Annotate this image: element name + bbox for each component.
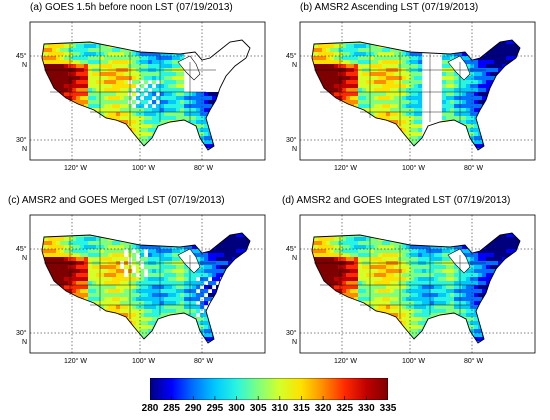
colorbar-tick-label: 300: [228, 403, 245, 414]
lat-label: 30°: [16, 136, 27, 144]
lat-hemisphere-label: N: [22, 146, 27, 153]
lat-hemisphere-label: N: [292, 339, 297, 346]
lon-label: 120° W: [64, 164, 87, 172]
map-frame: 45° N 30° N 120° W 100° W 80° W: [16, 21, 266, 172]
map-panel-b: (b) AMSR2 Ascending LST (07/19/2013) 45°…: [278, 2, 543, 177]
colorbar-tick-label: 325: [336, 403, 354, 414]
lon-label: 100° W: [132, 164, 155, 172]
lat-label: 30°: [286, 329, 297, 337]
lon-label: 100° W: [132, 357, 155, 365]
panel-title: (c) AMSR2 and GOES Merged LST (07/19/201…: [8, 195, 225, 206]
lat-label: 30°: [286, 136, 297, 144]
lat-label: 45°: [286, 245, 297, 253]
colorbar-tick-label: 320: [314, 403, 332, 414]
lat-hemisphere-label: N: [292, 146, 297, 153]
lon-label: 80° W: [464, 164, 484, 172]
colorbar-tick-label: 295: [206, 403, 224, 414]
lon-label: 120° W: [334, 164, 357, 172]
colorbar-tick-label: 330: [358, 403, 375, 414]
lon-label: 80° W: [194, 164, 214, 172]
lon-label: 80° W: [464, 357, 484, 365]
panel-title: (a) GOES 1.5h before noon LST (07/19/201…: [30, 2, 233, 13]
colorbar-tick-label: 290: [184, 403, 202, 414]
lat-hemisphere-label: N: [292, 62, 297, 69]
map-panel-a: (a) GOES 1.5h before noon LST (07/19/201…: [8, 2, 273, 177]
lon-label: 120° W: [334, 357, 357, 365]
lat-label: 45°: [16, 245, 27, 253]
lat-label: 45°: [16, 52, 27, 60]
lon-label: 100° W: [402, 164, 425, 172]
lon-label: 100° W: [402, 357, 425, 365]
panel-title: (d) AMSR2 and GOES Integrated LST (07/19…: [282, 195, 511, 206]
colorbar-tick-label: 335: [379, 403, 397, 414]
lat-label: 30°: [16, 329, 27, 337]
lat-hemisphere-label: N: [22, 255, 27, 262]
map-frame: 45° N 30° N 120° W 100° W 80° W: [16, 214, 266, 365]
map-panel-d: (d) AMSR2 and GOES Integrated LST (07/19…: [278, 195, 543, 370]
colorbar: [150, 378, 388, 400]
lat-hemisphere-label: N: [292, 255, 297, 262]
lat-hemisphere-label: N: [22, 62, 27, 69]
colorbar-tick-labels: 280 285 290 295 300 305 310 315 320 325 330 335: [142, 403, 397, 417]
panel-title: (b) AMSR2 Ascending LST (07/19/2013): [300, 2, 479, 13]
lon-label: 120° W: [64, 357, 87, 365]
lon-label: 80° W: [194, 357, 214, 365]
colorbar-tick-label: 285: [163, 403, 180, 414]
map-frame: 45° N 30° N 120° W 100° W 80° W: [286, 21, 536, 172]
colorbar-tick-label: 310: [271, 403, 289, 414]
colorbar-tick-label: 280: [141, 403, 159, 414]
colorbar-tick-label: 305: [249, 403, 267, 414]
map-panel-c: (c) AMSR2 and GOES Merged LST (07/19/201…: [8, 195, 273, 370]
colorbar-tick-label: 315: [293, 403, 310, 414]
lat-label: 45°: [286, 52, 297, 60]
map-frame: 45° N 30° N 120° W 100° W 80° W: [286, 214, 536, 365]
lat-hemisphere-label: N: [22, 339, 27, 346]
